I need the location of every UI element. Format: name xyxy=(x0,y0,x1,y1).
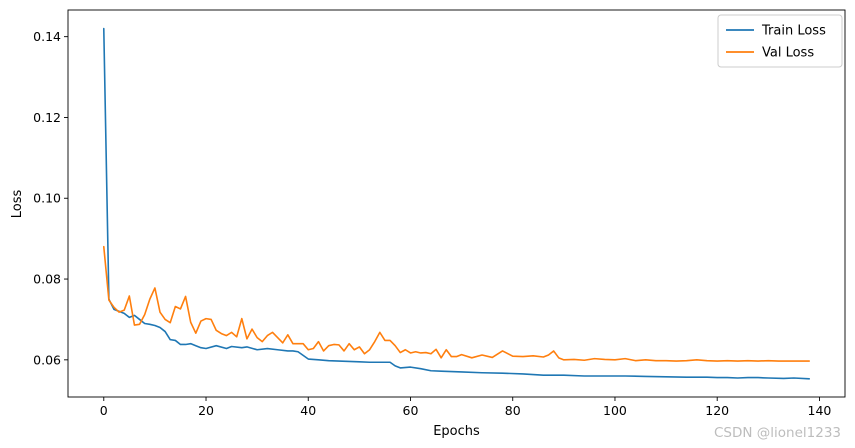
x-tick-label: 40 xyxy=(300,403,316,418)
legend-label: Train Loss xyxy=(761,24,826,39)
x-tick-label: 0 xyxy=(100,403,108,418)
x-tick-label: 100 xyxy=(603,403,627,418)
y-tick-label: 0.14 xyxy=(33,29,61,44)
x-tick-label: 80 xyxy=(505,403,521,418)
x-tick-label: 60 xyxy=(403,403,419,418)
legend-box xyxy=(717,14,843,68)
x-tick-label: 20 xyxy=(198,403,214,418)
plot-area xyxy=(102,27,811,380)
legend: Train Loss Val Loss xyxy=(717,14,843,68)
axes: 0 20 40 60 80 100 120 140 0.06 0.08 0.10 0.12 0.14 xyxy=(33,9,846,418)
watermark-text: CSDN @lionel1233 xyxy=(714,425,841,441)
y-tick-label: 0.12 xyxy=(33,110,61,125)
x-tick-label: 120 xyxy=(705,403,729,418)
legend-label: Val Loss xyxy=(762,46,814,61)
x-tick-label: 140 xyxy=(808,403,832,418)
y-tick-label: 0.08 xyxy=(33,272,61,287)
series-line-val-loss xyxy=(102,245,811,362)
series-line-train-loss xyxy=(102,27,811,380)
y-axis-label: Loss xyxy=(10,190,25,219)
x-axis-label: Epochs xyxy=(433,424,480,439)
y-tick-label: 0.10 xyxy=(33,191,61,206)
y-tick-label: 0.06 xyxy=(33,352,61,367)
axes-frame xyxy=(67,9,846,398)
